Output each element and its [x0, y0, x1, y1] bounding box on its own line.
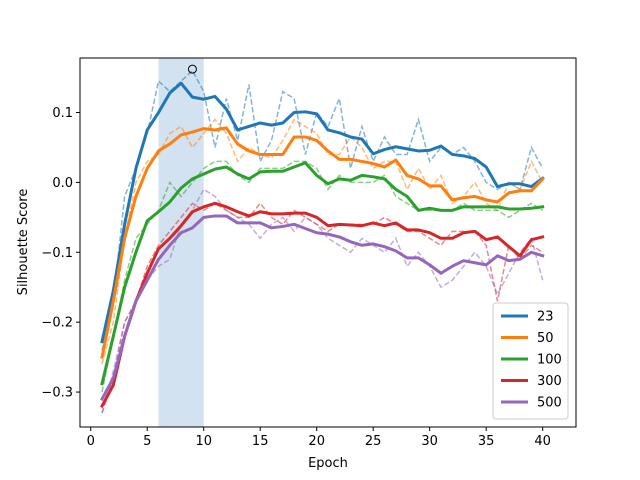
y-tick-label: −0.2 [41, 316, 73, 331]
series-line-300 [99, 201, 545, 409]
y-tick-label: −0.3 [41, 386, 73, 401]
x-tick-label: 25 [365, 434, 382, 449]
plot-area [99, 58, 545, 427]
best-epoch-marker [187, 64, 197, 74]
legend-label-100: 100 [537, 353, 562, 368]
legend-label-300: 300 [537, 374, 562, 389]
series-raw-line-23 [101, 69, 544, 351]
legend: 23 50 100 300 500 [492, 302, 569, 420]
y-tick-label: 0.0 [52, 176, 73, 191]
legend-label-500: 500 [537, 396, 562, 411]
y-tick-label: 0.1 [52, 106, 73, 121]
legend-label-50: 50 [537, 331, 554, 346]
series-line-23 [100, 81, 545, 344]
y-tick-label: −0.1 [41, 246, 73, 261]
axes-frame [79, 57, 577, 428]
x-tick-label: 10 [195, 434, 212, 449]
legend-box [492, 302, 569, 420]
x-tick-label: 30 [421, 434, 438, 449]
y-axis-label: Silhouette Score [16, 189, 31, 296]
x-tick-label: 15 [252, 434, 269, 449]
x-tick-label: 35 [478, 434, 495, 449]
x-tick-label: 5 [143, 434, 151, 449]
x-tick-label: 0 [87, 434, 95, 449]
legend-label-23: 23 [537, 310, 554, 325]
series-line-50 [100, 126, 545, 359]
series-line-100 [100, 161, 545, 386]
x-axis-label: Epoch [308, 456, 348, 471]
x-tick-label: 40 [534, 434, 551, 449]
x-tick-label: 20 [308, 434, 325, 449]
series-line-500 [99, 214, 545, 402]
series-raw-line-500 [101, 188, 544, 414]
